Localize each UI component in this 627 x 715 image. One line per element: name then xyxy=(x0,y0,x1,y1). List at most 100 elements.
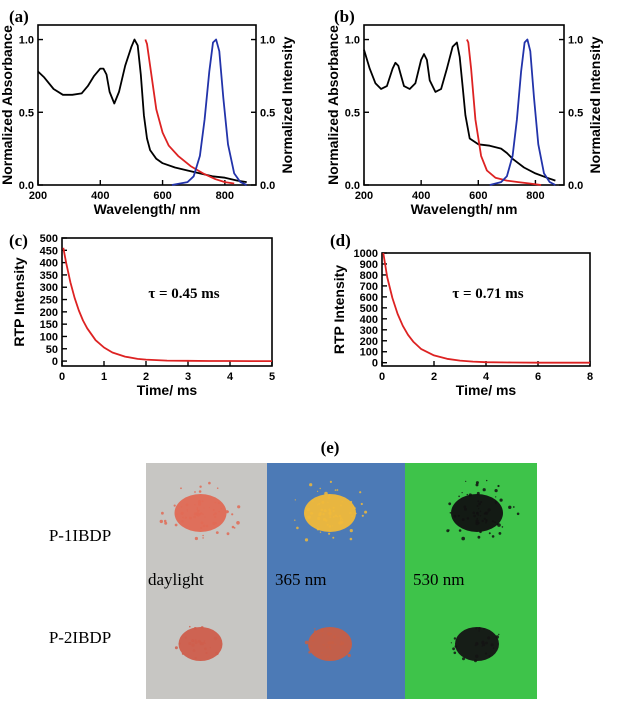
y-tick-label: 200 xyxy=(40,307,58,319)
powder-speck xyxy=(482,488,486,492)
panel-label-e: (e) xyxy=(321,438,340,457)
powder-speck xyxy=(164,521,168,525)
powder-speck xyxy=(453,651,457,655)
powder-speck xyxy=(194,536,198,541)
powder-sample xyxy=(455,627,499,661)
x-tick-label: 2 xyxy=(143,371,149,383)
powder-speck xyxy=(309,483,313,487)
y-tick-label: 0.0 xyxy=(345,180,360,192)
powder-sample xyxy=(304,494,356,532)
powder-speck xyxy=(486,479,488,482)
powder-speck xyxy=(461,492,463,494)
powder-speck xyxy=(332,536,335,539)
plot-frame xyxy=(61,237,273,367)
y-tick-label: 50 xyxy=(46,344,58,356)
y-right-tick-label: 1.0 xyxy=(260,35,275,47)
x-axis-title: Wavelength/ nm xyxy=(411,201,518,217)
series-line-2 xyxy=(489,38,556,186)
series-line-0 xyxy=(37,38,247,183)
x-tick-label: 8 xyxy=(587,371,593,383)
powder-speck xyxy=(477,535,481,539)
powder-speck xyxy=(202,534,204,537)
powder-speck xyxy=(494,489,498,493)
powder-speck xyxy=(199,485,202,488)
powder-speck xyxy=(349,537,353,541)
powder-speck xyxy=(466,493,468,496)
caption-365nm: 365 nm xyxy=(275,570,326,589)
powder-speck xyxy=(359,491,362,494)
powder-speck xyxy=(446,529,450,533)
caption-530nm: 530 nm xyxy=(413,570,464,589)
y-tick-label: 1.0 xyxy=(345,35,360,47)
y-tick-label: 800 xyxy=(360,270,378,282)
powder-speck xyxy=(237,505,241,509)
y-tick-label: 350 xyxy=(40,270,58,282)
powder-speck xyxy=(329,480,332,483)
chart-c: (c)0 1 2 3 4 5050100150200250300350400450500T… xyxy=(9,231,275,398)
powder-speck xyxy=(361,514,364,517)
x-tick-label: 1 xyxy=(101,371,107,383)
x-axis-title: Time/ ms xyxy=(137,382,198,398)
powder-speck xyxy=(336,489,339,491)
powder-speck xyxy=(448,502,452,506)
powder-speck xyxy=(194,491,196,493)
y-tick-label: 1.0 xyxy=(19,35,34,47)
x-tick-label: 0 xyxy=(59,371,65,383)
powder-speck xyxy=(231,525,235,529)
series-line-1 xyxy=(466,39,542,186)
y-axis-title: Normalized Absorbance xyxy=(325,25,341,185)
chart-layer: (a)200 400 600 8000.00.51.00.00.51.0Wavelen… xyxy=(0,7,603,398)
series-line-0 xyxy=(363,41,556,182)
powder-speck xyxy=(349,529,353,533)
powder-speck xyxy=(461,536,466,541)
y-tick-label: 500 xyxy=(40,233,58,245)
y-right-tick-label: 1.0 xyxy=(568,35,583,47)
x-axis-title: Wavelength/ nm xyxy=(94,201,201,217)
powder-speck xyxy=(488,532,491,535)
y-tick-label: 450 xyxy=(40,245,58,257)
photo-grid xyxy=(146,463,537,699)
y-tick-label: 100 xyxy=(40,331,58,343)
powder-speck xyxy=(317,490,319,492)
y-axis-title: RTP Intensity xyxy=(331,265,347,354)
y-tick-label: 150 xyxy=(40,319,58,331)
powder-speck xyxy=(314,628,316,630)
caption-daylight: daylight xyxy=(148,570,204,589)
y-tick-label: 900 xyxy=(360,259,378,271)
y-axis-title: RTP Intensity xyxy=(11,257,27,346)
y-right-tick-label: 0.0 xyxy=(260,180,275,192)
powder-speck xyxy=(216,487,219,490)
y-tick-label: 0.0 xyxy=(19,180,34,192)
powder-speck xyxy=(360,502,363,506)
powder-speck xyxy=(174,646,178,650)
plot-frame xyxy=(37,24,257,186)
powder-speck xyxy=(161,511,164,515)
series-line-1 xyxy=(144,39,235,185)
x-tick-label: 0 xyxy=(379,371,385,383)
powder-sample xyxy=(451,494,503,532)
powder-speck xyxy=(364,510,368,514)
y-tick-label: 0 xyxy=(52,356,58,368)
powder-speck xyxy=(304,640,309,645)
powder-speck xyxy=(475,481,479,485)
powder-speck xyxy=(296,526,299,530)
series-line-0 xyxy=(62,247,272,363)
lifetime-annotation: τ = 0.45 ms xyxy=(148,286,219,302)
plot-frame xyxy=(363,24,565,186)
powder-speck xyxy=(498,532,502,535)
powder-speck xyxy=(508,505,512,509)
powder-speck xyxy=(449,512,452,514)
y-tick-label: 300 xyxy=(360,325,378,337)
y-right-axis-title: Normalized Intensity xyxy=(279,36,295,173)
powder-speck xyxy=(450,642,452,644)
powder-speck xyxy=(498,633,500,636)
powder-sample xyxy=(308,627,352,661)
y-tick-label: 700 xyxy=(360,281,378,293)
y-tick-label: 0.5 xyxy=(19,107,34,119)
powder-speck xyxy=(208,481,211,485)
powder-speck xyxy=(236,521,240,525)
y-tick-label: 0 xyxy=(372,358,378,370)
powder-speck xyxy=(173,504,176,507)
x-tick-label: 6 xyxy=(535,371,541,383)
